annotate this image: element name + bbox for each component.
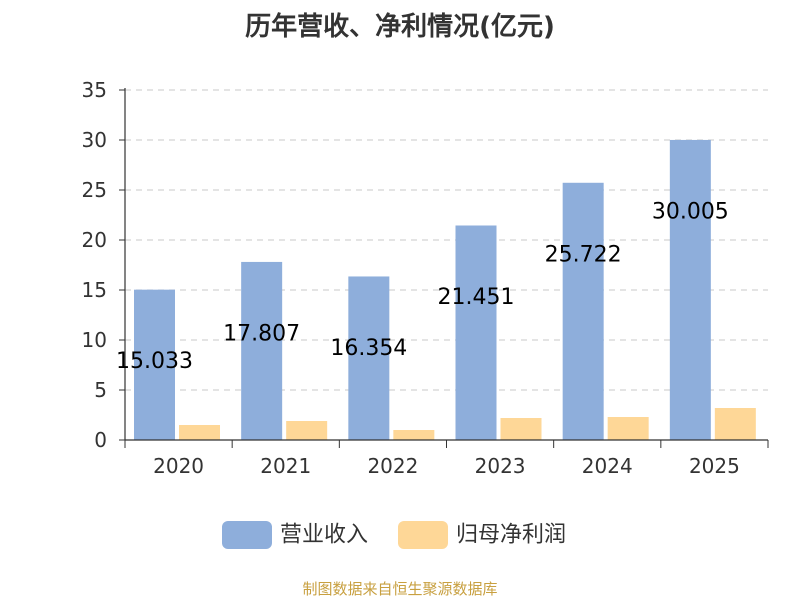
y-tick-label: 35	[82, 78, 107, 102]
legend-swatch	[398, 521, 448, 549]
x-tick-label: 2020	[153, 454, 204, 478]
x-tick-label: 2021	[260, 454, 311, 478]
legend-label: 归母净利润	[456, 523, 566, 548]
net-profit-bar[interactable]	[714, 408, 756, 440]
legend-label: 营业收入	[280, 523, 368, 548]
net-profit-bar[interactable]	[500, 418, 542, 440]
legend-item-revenue[interactable]: 营业收入	[222, 521, 368, 549]
x-tick-label: 2022	[367, 454, 418, 478]
y-tick-label: 25	[82, 178, 107, 202]
data-labels-layer: 15.033 17.807 16.354 21.451 25.722 30.005	[116, 199, 729, 374]
net-profit-bar[interactable]	[393, 430, 435, 440]
revenue-data-label: 15.033	[116, 349, 193, 374]
y-tick-label: 0	[94, 428, 107, 452]
chart-title: 历年营收、净利情况(亿元)	[245, 12, 555, 42]
revenue-data-label: 16.354	[330, 336, 407, 361]
revenue-bar[interactable]	[562, 182, 604, 440]
revenue-bar[interactable]	[134, 289, 175, 440]
revenue-bar[interactable]	[669, 139, 711, 440]
data-source-note: 制图数据来自恒生聚源数据库	[302, 580, 498, 598]
grid-lines	[125, 89, 768, 391]
net-profit-bar[interactable]	[179, 425, 220, 440]
legend-swatch	[222, 521, 272, 549]
revenue-data-label: 30.005	[652, 199, 729, 224]
legend[interactable]: 营业收入 归母净利润	[222, 521, 566, 549]
legend-item-net-profit[interactable]: 归母净利润	[398, 521, 566, 549]
x-tick-label: 2023	[475, 454, 526, 478]
revenue-data-label: 17.807	[223, 321, 300, 346]
revenue-data-label: 25.722	[545, 242, 622, 267]
x-tick-label: 2024	[582, 454, 633, 478]
net-profit-bar[interactable]	[607, 417, 649, 440]
revenue-bar[interactable]	[241, 261, 283, 440]
bars-layer	[134, 139, 756, 440]
revenue-data-label: 21.451	[438, 285, 515, 310]
y-tick-label: 10	[82, 328, 107, 352]
y-tick-label: 30	[82, 128, 107, 152]
net-profit-bar[interactable]	[286, 421, 328, 440]
revenue-bar[interactable]	[455, 225, 497, 440]
y-tick-label: 15	[82, 278, 107, 302]
revenue-bar[interactable]	[348, 276, 390, 440]
x-tick-label: 2025	[689, 454, 740, 478]
y-tick-label: 20	[82, 228, 107, 252]
y-tick-label: 5	[94, 378, 107, 402]
